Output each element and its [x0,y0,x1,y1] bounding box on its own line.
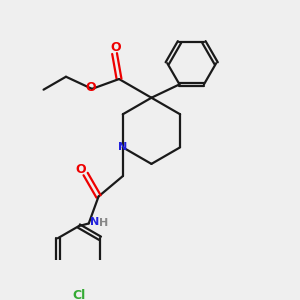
Text: O: O [111,41,121,54]
Text: H: H [99,218,108,228]
Text: N: N [90,217,100,227]
Text: N: N [118,142,128,152]
Text: Cl: Cl [72,290,86,300]
Text: O: O [85,81,96,94]
Text: O: O [75,163,86,176]
